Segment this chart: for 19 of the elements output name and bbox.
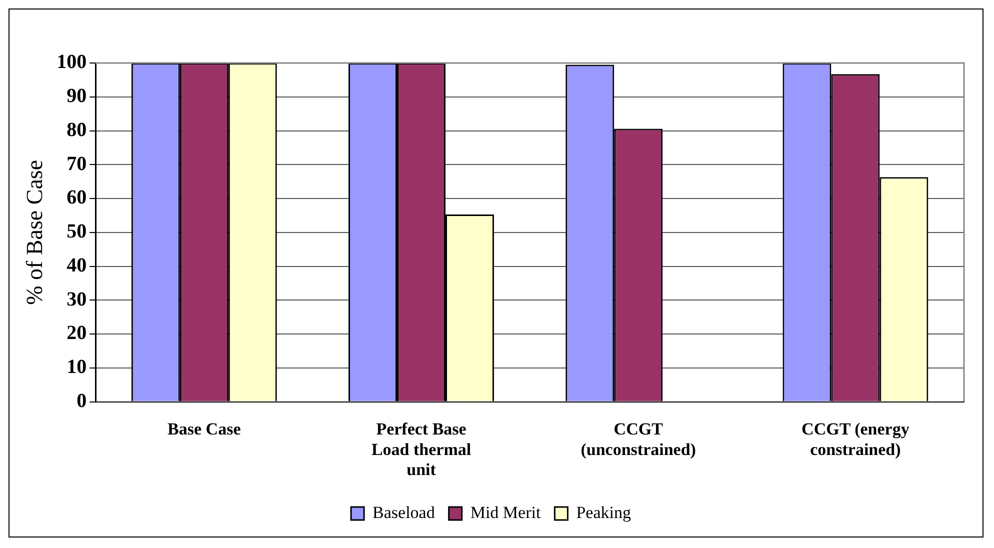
y-tick-label: 50 [66, 220, 87, 243]
y-tick-label: 40 [66, 254, 87, 276]
x-tick-label: Perfect Base Load thermal unit [371, 419, 472, 480]
y-tick-label: 10 [66, 356, 87, 378]
y-tick-label: 100 [56, 51, 87, 74]
y-tick-label: 80 [66, 118, 87, 141]
y-tick-label: 70 [66, 152, 87, 175]
legend-label: Mid Merit [470, 502, 541, 522]
legend-label: Peaking [576, 502, 632, 522]
y-tick-label: 0 [76, 390, 87, 412]
x-tick-label: CCGT (energy constrained) [802, 419, 910, 459]
x-tick-label: Base Case [168, 419, 242, 438]
y-tick-label: 60 [66, 186, 87, 209]
y-tick-label: 20 [66, 322, 87, 344]
legend-label: Baseload [372, 502, 436, 522]
y-tick-label: 90 [66, 85, 87, 108]
x-tick-label: CCGT (unconstrained) [580, 419, 696, 459]
y-tick-label: 30 [66, 288, 87, 310]
y-axis-title: % of Base Case [22, 160, 47, 305]
